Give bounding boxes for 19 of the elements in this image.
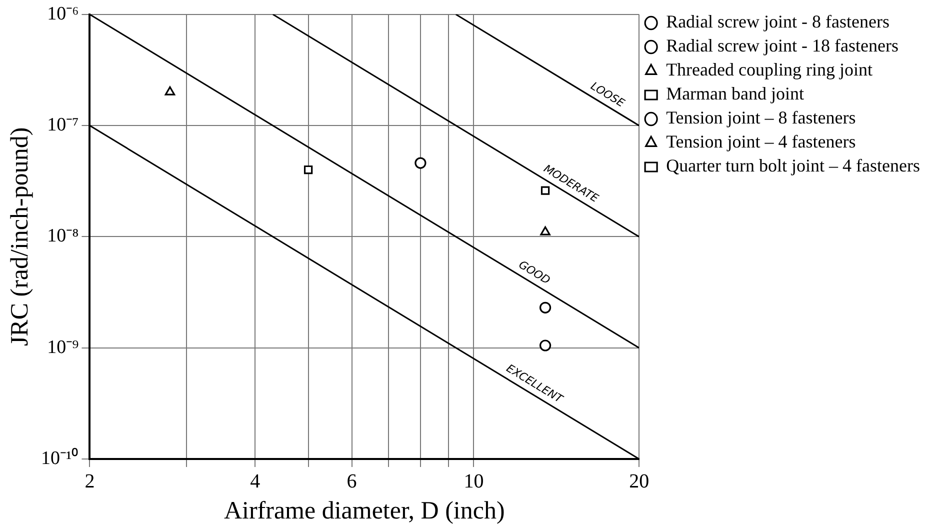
legend-label: Radial screw joint - 8 fasteners [666,12,890,32]
x-tick-label: 20 [629,470,650,492]
legend-label: Threaded coupling ring joint [666,60,873,80]
x-tick-label: 10 [464,470,484,492]
y-tick-label: 10⁻⁷ [47,114,79,136]
legend-label: Marman band joint [666,84,804,104]
legend-label: Radial screw joint - 18 fasteners [666,36,899,56]
y-tick-label: 10⁻⁸ [47,226,79,247]
x-tick-label: 4 [250,470,260,492]
legend-label: Tension joint – 8 fasteners [666,108,856,128]
x-tick-label: 2 [84,470,95,492]
y-tick-label: 10⁻¹⁰ [40,446,79,469]
x-tick-label: 6 [346,470,357,492]
y-axis-title: JRC (rad/inch-pound) [6,127,34,346]
y-tick-label: 10⁻⁹ [47,336,80,358]
legend-label: Quarter turn bolt joint – 4 fasteners [666,156,920,176]
x-axis-title: Airframe diameter, D (inch) [224,498,505,525]
y-tick-label: 10⁻⁶ [47,3,79,24]
legend-label: Tension joint – 4 fasteners [666,132,856,152]
